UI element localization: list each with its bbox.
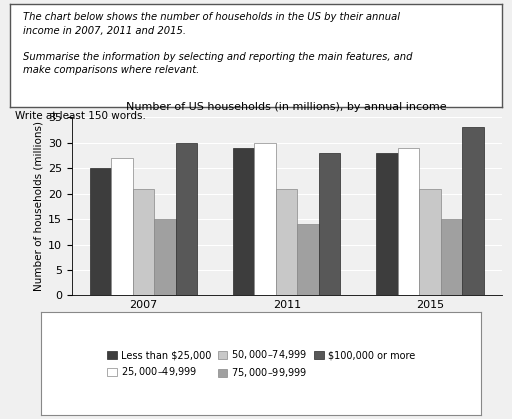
Bar [90,168,111,295]
Bar [154,219,176,295]
Bar [376,153,398,295]
Bar [297,224,319,295]
Legend: Less than $25,000, $25,000–$49,999, $50,000–$74,999, $75,000–$99,999, $100,000 o: Less than $25,000, $25,000–$49,999, $50,… [102,343,420,384]
Bar [254,143,276,295]
Text: The chart below shows the number of households in the US by their annual
income : The chart below shows the number of hous… [23,13,412,75]
Bar [233,148,254,295]
Title: Number of US households (in millions), by annual income: Number of US households (in millions), b… [126,102,447,112]
Bar [319,153,340,295]
Y-axis label: Number of households (millions): Number of households (millions) [34,122,44,291]
Bar [276,189,297,295]
Bar [441,219,462,295]
X-axis label: Year: Year [273,314,301,324]
Bar [398,148,419,295]
Text: Write at least 150 words.: Write at least 150 words. [15,111,146,121]
Bar [133,189,154,295]
Bar [111,158,133,295]
Bar [176,143,197,295]
Bar [462,127,484,295]
Bar [419,189,441,295]
